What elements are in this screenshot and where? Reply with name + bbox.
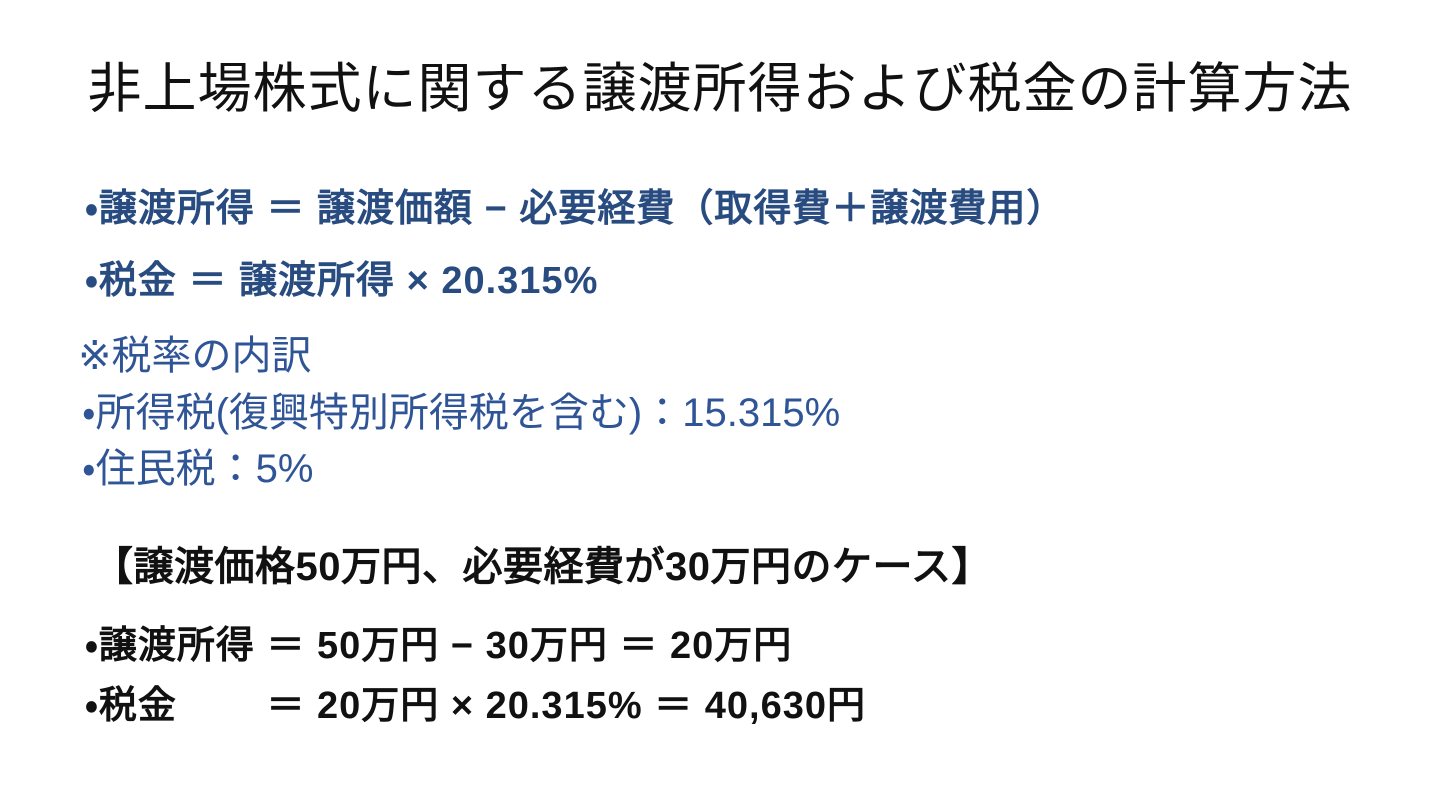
example-income-calculation: ・譲渡所得 ＝ 50万円 − 30万円 ＝ 20万円	[85, 625, 793, 667]
tax-rate-breakdown-heading: ※税率の内訳	[78, 334, 312, 378]
tax-formula: ・税金 ＝ 譲渡所得 × 20.315%	[85, 260, 599, 302]
transfer-income-formula: ・譲渡所得 ＝ 譲渡価額 − 必要経費（取得費＋譲渡費用）	[85, 188, 1066, 230]
income-tax-rate-item: ・所得税(復興特別所得税を含む)：15.315%	[82, 391, 841, 435]
slide-title: 非上場株式に関する譲渡所得および税金の計算方法	[87, 59, 1353, 119]
resident-tax-rate-item: ・住民税：5%	[82, 447, 314, 491]
example-case-heading: 【譲渡価格50万円、必要経費が30万円のケース】	[93, 545, 992, 589]
example-tax-calculation: ・税金 ＝ 20万円 × 20.315% ＝ 40,630円	[85, 685, 866, 727]
